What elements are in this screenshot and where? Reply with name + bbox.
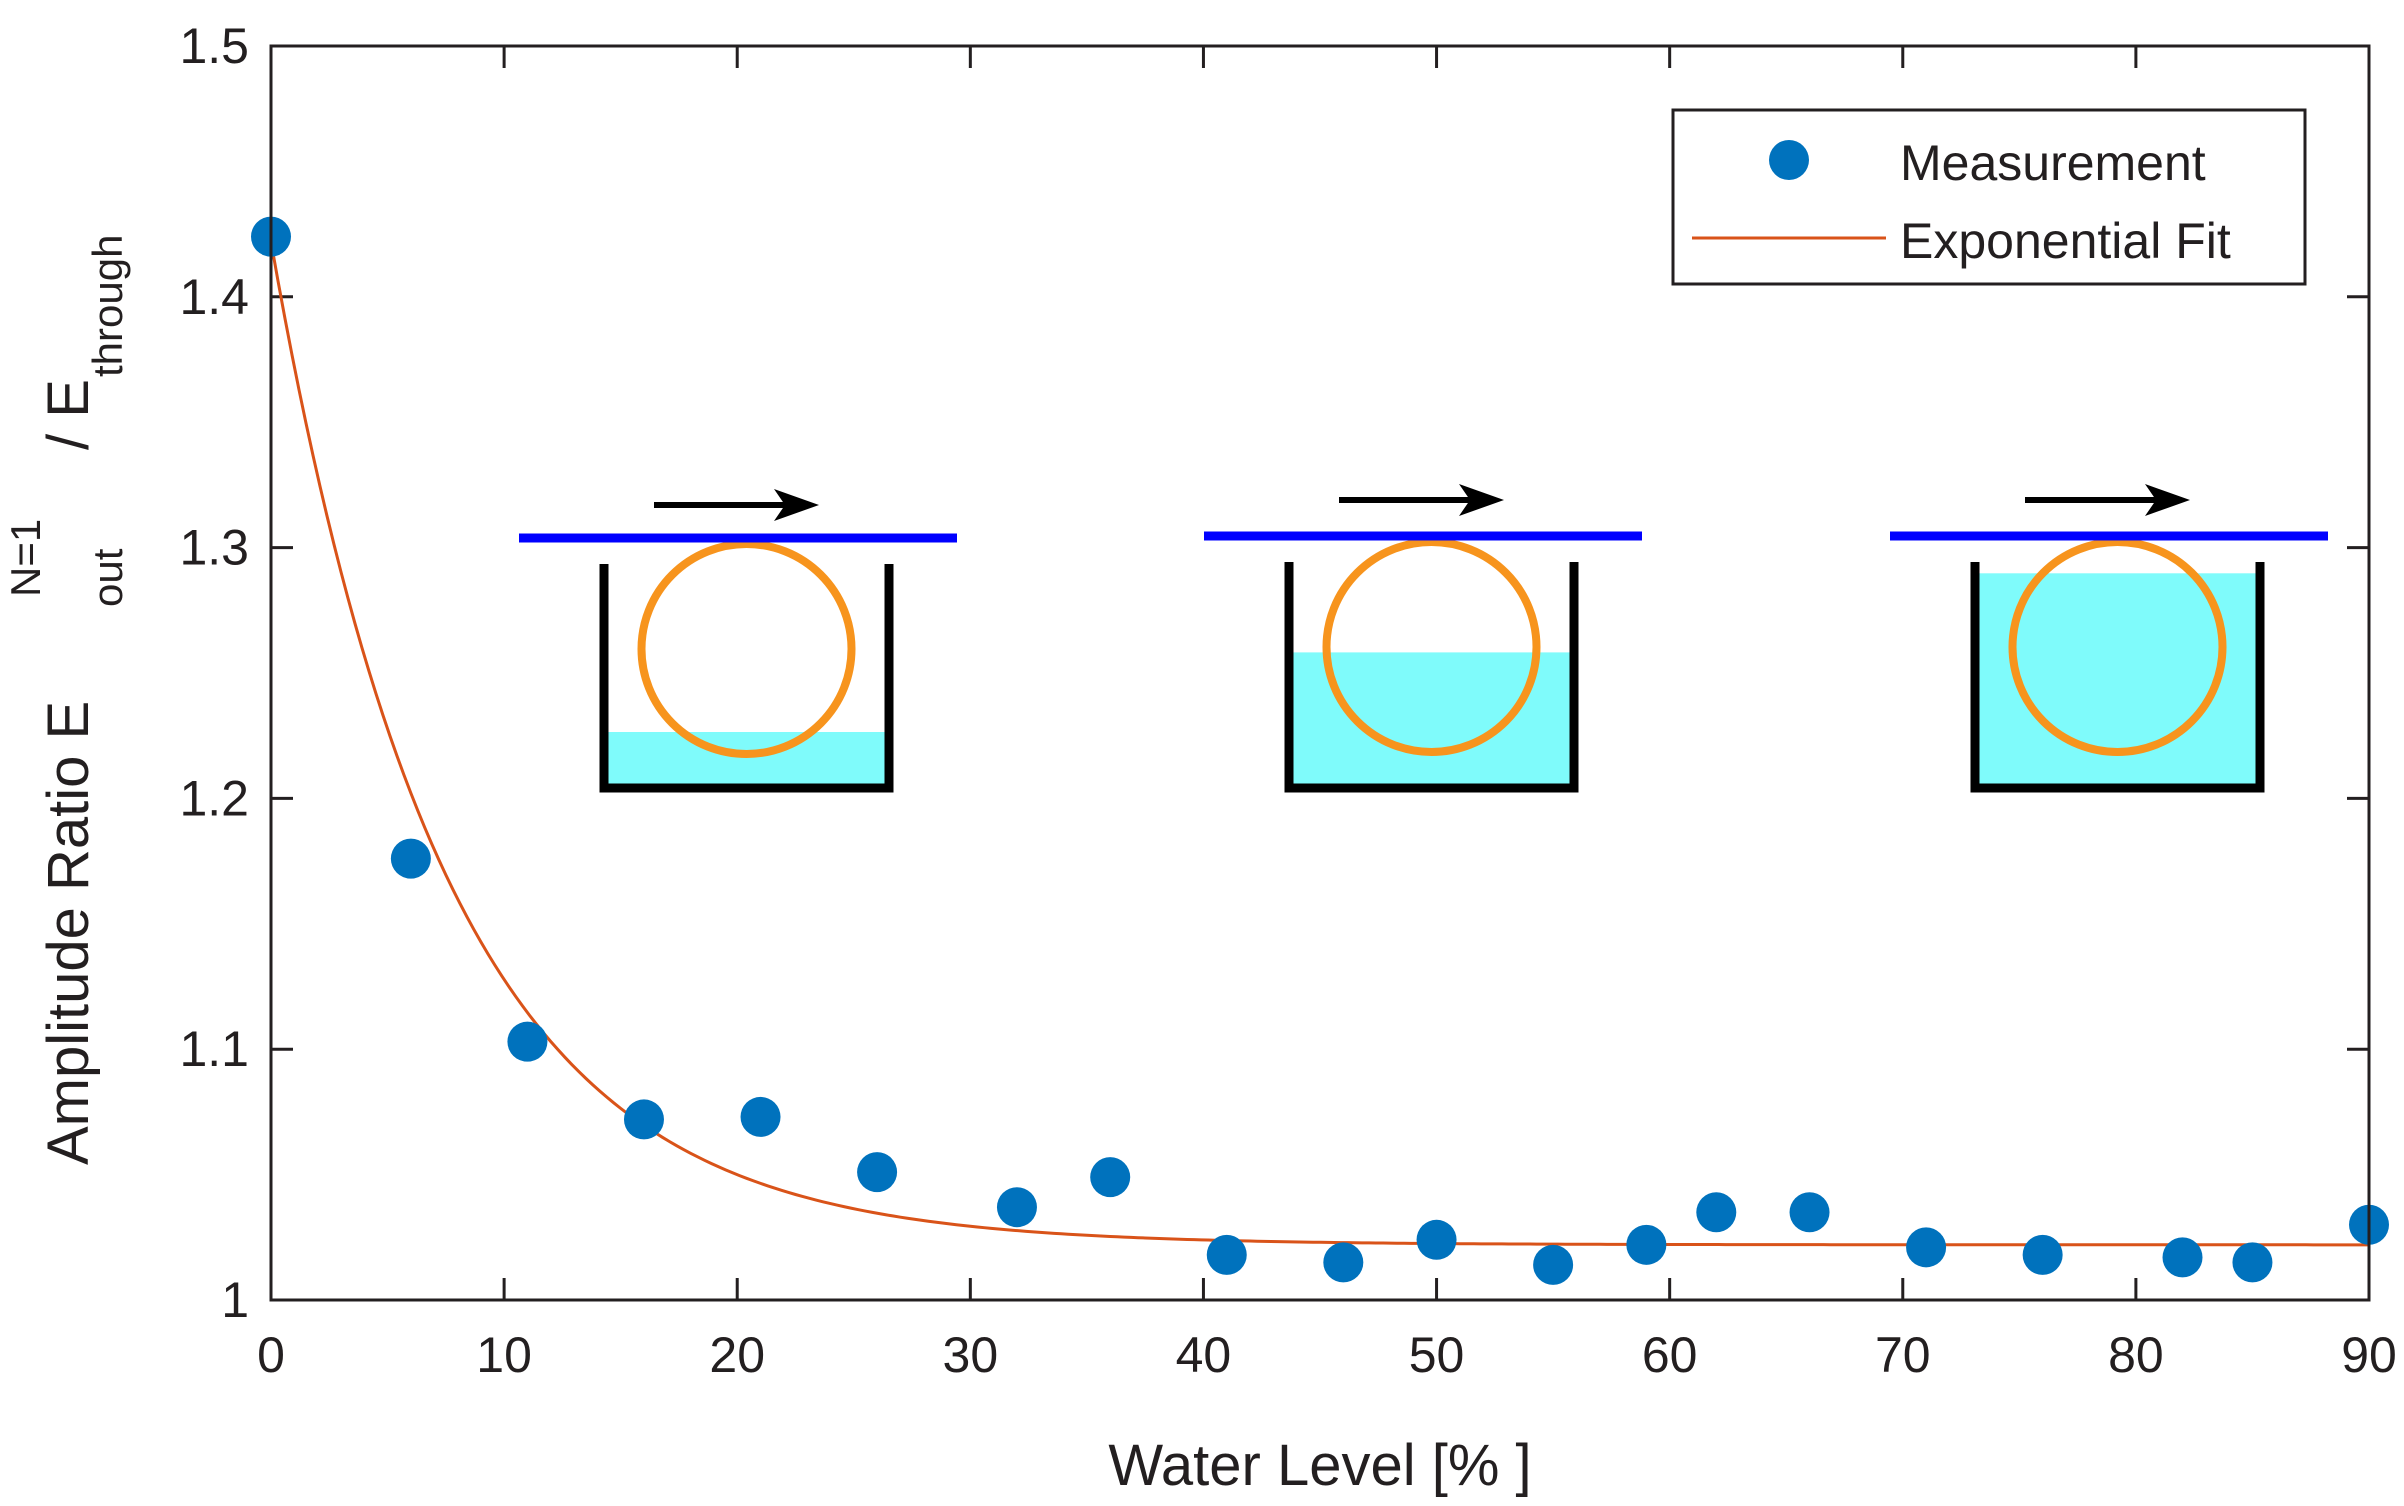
measurement-point — [2162, 1237, 2203, 1278]
propagation-arrow-head — [2145, 484, 2190, 516]
container — [1284, 562, 1579, 793]
y-tick-label: 1.1 — [179, 1021, 249, 1077]
y-axis-title-superscript: N=1 — [2, 519, 49, 597]
low-water-inset — [519, 489, 957, 793]
plot-frame — [269, 44, 2371, 1302]
y-tick-label: 1.4 — [179, 269, 249, 325]
measurement-point — [996, 1187, 1037, 1228]
measurement-point — [1906, 1227, 1947, 1268]
measurement-point — [1206, 1234, 1247, 1275]
measurement-point — [1416, 1219, 1457, 1260]
mid-water-inset — [1204, 484, 1642, 793]
x-tick-label: 90 — [2341, 1327, 2397, 1383]
legend-measurement-label: Measurement — [1900, 135, 2206, 191]
y-tick-label: 1.2 — [179, 770, 249, 826]
water-fill — [604, 732, 889, 788]
x-axis: 0 10 20 30 40 50 60 70 80 90 — [257, 46, 2397, 1383]
measurement-point — [740, 1096, 781, 1137]
ring-resonator — [1322, 538, 1541, 756]
x-tick-label: 0 — [257, 1327, 285, 1383]
inset-schematics — [519, 484, 2328, 793]
x-tick-label: 20 — [709, 1327, 765, 1383]
y-axis-title-subscript-through: through — [84, 235, 131, 377]
container — [1970, 562, 2265, 793]
y-tick-label: 1.5 — [179, 18, 249, 74]
ring-resonator — [2008, 538, 2227, 756]
measurement-point — [2022, 1234, 2063, 1275]
exponential-fit-line — [269, 241, 2369, 1247]
y-axis-title-divider: / E — [36, 379, 101, 450]
measurement-point — [507, 1021, 548, 1062]
measurement-point — [857, 1152, 898, 1193]
legend-box — [1671, 108, 2307, 286]
legend: Measurement Exponential Fit — [1671, 108, 2307, 286]
measurement-point — [1696, 1192, 1737, 1233]
y-tick-label: 1 — [221, 1272, 249, 1328]
measurement-point — [1090, 1157, 1131, 1198]
measurement-point — [623, 1099, 664, 1140]
x-tick-label: 30 — [943, 1327, 999, 1383]
y-axis-title-main: Amplitude Ratio E — [36, 701, 101, 1165]
measurement-point — [1533, 1244, 1574, 1285]
propagation-arrow-head — [1459, 484, 1504, 516]
y-tick-label: 1.3 — [179, 520, 249, 576]
water-fill — [1289, 652, 1574, 788]
x-tick-label: 10 — [476, 1327, 532, 1383]
ring-resonator — [637, 540, 856, 758]
x-axis-title: Water Level [% ] — [1108, 1433, 1531, 1498]
y-axis-title-subscript: out — [84, 548, 131, 607]
x-tick-label: 70 — [1875, 1327, 1931, 1383]
x-tick-label: 60 — [1642, 1327, 1698, 1383]
measurement-point — [1626, 1224, 1667, 1265]
legend-measurement-marker — [1769, 140, 1809, 180]
legend-fit-label: Exponential Fit — [1900, 213, 2231, 269]
y-axis: 1 1.1 1.2 1.3 1.4 1.5 — [179, 18, 2369, 1328]
propagation-arrow-head — [774, 489, 819, 521]
y-axis-title: Amplitude Ratio E N=1 out / E through — [2, 235, 131, 1165]
high-water-inset — [1890, 484, 2328, 793]
measurement-point — [1323, 1242, 1364, 1283]
x-tick-label: 40 — [1176, 1327, 1232, 1383]
container — [599, 564, 894, 793]
measurement-point — [2232, 1242, 2273, 1283]
measurement-point — [1789, 1192, 1830, 1233]
measurement-point — [390, 838, 431, 879]
x-tick-label: 80 — [2108, 1327, 2164, 1383]
x-tick-label: 50 — [1409, 1327, 1465, 1383]
